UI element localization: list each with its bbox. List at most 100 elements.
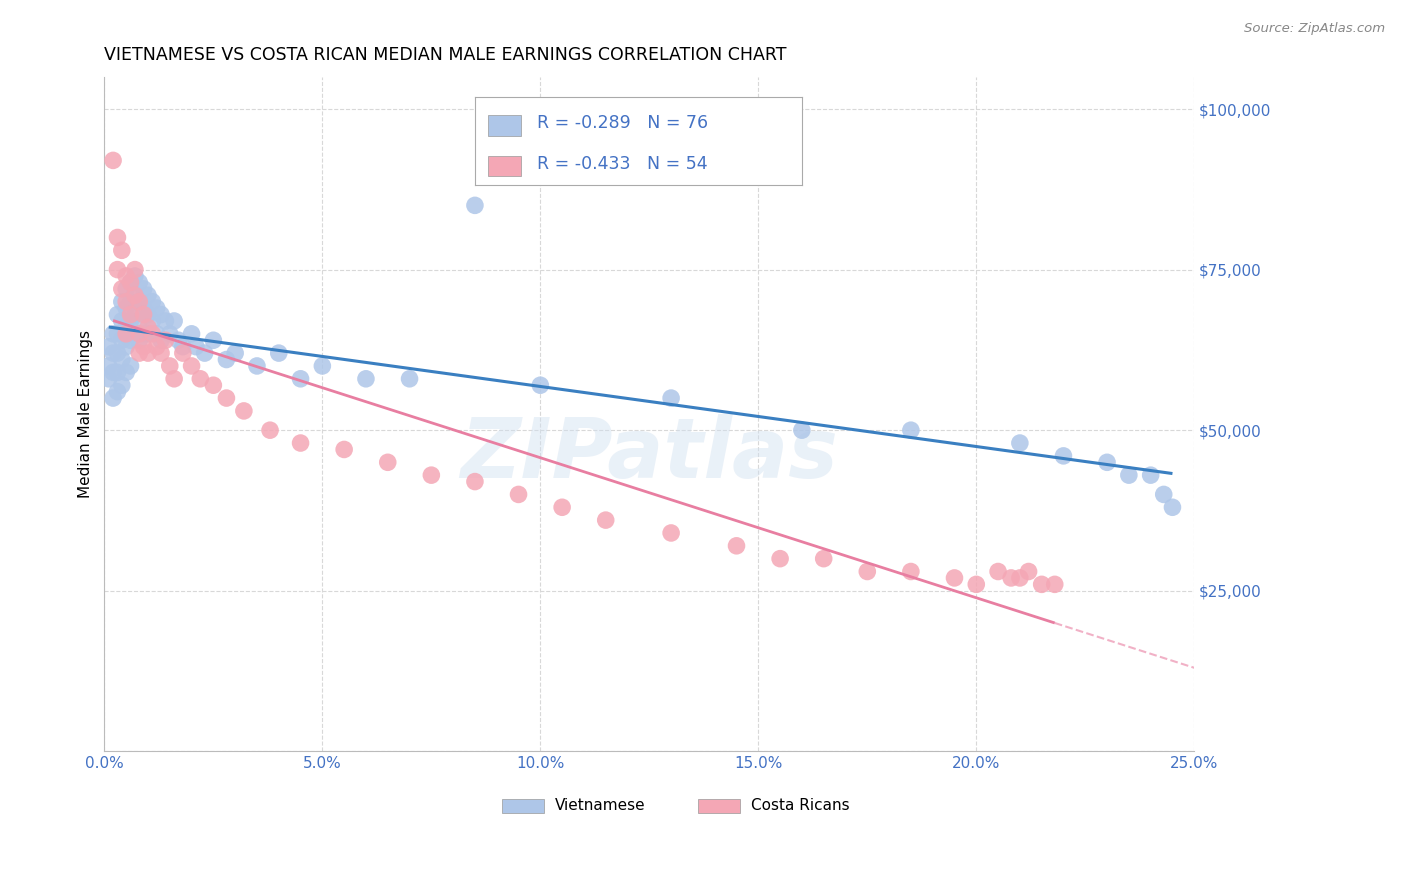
Point	[136, 320, 159, 334]
Point	[145, 340, 167, 354]
Point	[97, 372, 120, 386]
Point	[115, 294, 138, 309]
Point	[290, 436, 312, 450]
Point	[224, 346, 246, 360]
Point	[141, 294, 163, 309]
Point	[115, 301, 138, 315]
Point	[172, 340, 194, 354]
Point	[101, 346, 124, 360]
Point	[120, 314, 142, 328]
Text: Source: ZipAtlas.com: Source: ZipAtlas.com	[1244, 22, 1385, 36]
Point	[132, 282, 155, 296]
Point	[508, 487, 530, 501]
Point	[120, 308, 142, 322]
Point	[111, 314, 134, 328]
Point	[184, 340, 207, 354]
Point	[813, 551, 835, 566]
Point	[136, 326, 159, 341]
Point	[115, 326, 138, 341]
Point	[1043, 577, 1066, 591]
Point	[1000, 571, 1022, 585]
Point	[1095, 455, 1118, 469]
Point	[124, 308, 146, 322]
Point	[124, 326, 146, 341]
Point	[232, 404, 254, 418]
Point	[101, 391, 124, 405]
Point	[965, 577, 987, 591]
Point	[128, 346, 150, 360]
Point	[111, 378, 134, 392]
Point	[107, 230, 129, 244]
Point	[398, 372, 420, 386]
Point	[111, 333, 134, 347]
Point	[150, 308, 173, 322]
Point	[128, 333, 150, 347]
Point	[1153, 487, 1175, 501]
Point	[141, 326, 163, 341]
Point	[132, 308, 155, 322]
Point	[202, 378, 225, 392]
Point	[1139, 468, 1161, 483]
FancyBboxPatch shape	[699, 798, 740, 814]
Point	[464, 198, 486, 212]
Point	[180, 326, 202, 341]
Point	[246, 359, 269, 373]
Point	[124, 268, 146, 283]
Point	[128, 276, 150, 290]
Point	[124, 262, 146, 277]
Point	[159, 359, 181, 373]
Point	[111, 282, 134, 296]
Point	[101, 326, 124, 341]
Point	[1052, 449, 1074, 463]
Point	[259, 423, 281, 437]
Point	[97, 340, 120, 354]
Point	[267, 346, 290, 360]
Point	[132, 301, 155, 315]
Point	[145, 301, 167, 315]
Point	[900, 423, 922, 437]
Point	[107, 326, 129, 341]
Point	[120, 276, 142, 290]
Point	[987, 565, 1010, 579]
Point	[124, 288, 146, 302]
Point	[111, 294, 134, 309]
Point	[107, 365, 129, 379]
Point	[120, 333, 142, 347]
Point	[111, 244, 134, 258]
Point	[1031, 577, 1053, 591]
Point	[120, 276, 142, 290]
Point	[159, 326, 181, 341]
Point	[107, 384, 129, 399]
Point	[172, 346, 194, 360]
Point	[725, 539, 748, 553]
Point	[180, 359, 202, 373]
Point	[215, 391, 238, 405]
Text: VIETNAMESE VS COSTA RICAN MEDIAN MALE EARNINGS CORRELATION CHART: VIETNAMESE VS COSTA RICAN MEDIAN MALE EA…	[104, 46, 787, 64]
Point	[128, 326, 150, 341]
Point	[333, 442, 356, 457]
Point	[132, 326, 155, 341]
Point	[97, 359, 120, 373]
Point	[377, 455, 399, 469]
Point	[141, 314, 163, 328]
Text: ZIPatlas: ZIPatlas	[460, 414, 838, 495]
Point	[163, 372, 186, 386]
Text: Vietnamese: Vietnamese	[554, 797, 645, 813]
Point	[124, 288, 146, 302]
Point	[155, 314, 177, 328]
Point	[354, 372, 377, 386]
Point	[1118, 468, 1140, 483]
Point	[595, 513, 617, 527]
Point	[120, 294, 142, 309]
Point	[132, 340, 155, 354]
Point	[1018, 565, 1040, 579]
Point	[128, 314, 150, 328]
Point	[128, 294, 150, 309]
Point	[163, 314, 186, 328]
Point	[1161, 500, 1184, 515]
Point	[107, 262, 129, 277]
Point	[145, 326, 167, 341]
Point	[769, 551, 792, 566]
Point	[900, 565, 922, 579]
Point	[790, 423, 813, 437]
